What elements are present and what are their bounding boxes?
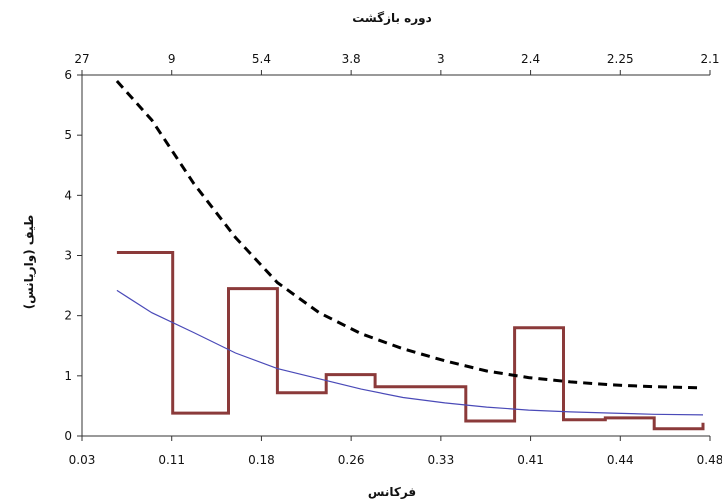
x-tick-label: 0.33 [427,453,454,467]
top-tick-label: 2.25 [607,52,634,66]
y-axis-title: طیف (واریانس) [22,215,37,310]
y-tick-label: 6 [64,68,72,82]
x-tick-label: 0.41 [517,453,544,467]
x-tick-label: 0.44 [607,453,634,467]
y-tick-label: 5 [64,128,72,142]
top-tick-label: 27 [74,52,89,66]
x-axis-title: فرکانس [368,485,416,499]
upper-confidence-dashed-line [115,80,704,390]
y-tick-label: 3 [64,249,72,263]
top-tick-label: 5.4 [252,52,271,66]
spectrum-step-line [116,251,705,431]
y-tick-label: 2 [64,309,72,323]
series-layer [115,80,705,431]
top-tick-label: 3.8 [342,52,361,66]
top-tick-label: 2.4 [521,52,540,66]
x-tick-label: 0.48 [697,453,722,467]
top-tick-label: 9 [168,52,176,66]
red-noise-baseline-line [116,289,704,416]
top-axis-title: دوره بازگشت [352,11,432,26]
top-tick-label: 3 [437,52,445,66]
y-tick-label: 4 [64,188,72,202]
plot-frame [81,74,710,437]
top-tick-label: 2.1 [700,52,719,66]
x-tick-label: 0.18 [248,453,275,467]
x-tick-label: 0.11 [158,453,185,467]
x-tick-label: 0.03 [69,453,96,467]
y-axis-ticks: 0 1 2 3 4 5 6 [64,68,82,443]
y-tick-label: 1 [64,369,72,383]
y-tick-label: 0 [64,429,72,443]
x-axis-ticks: 0.03 0.11 0.18 0.26 0.33 0.41 0.44 0.48 [69,436,722,467]
top-axis-ticks: 27 9 5.4 3.8 3 2.4 2.25 2.1 [74,52,720,75]
x-tick-label: 0.26 [338,453,365,467]
